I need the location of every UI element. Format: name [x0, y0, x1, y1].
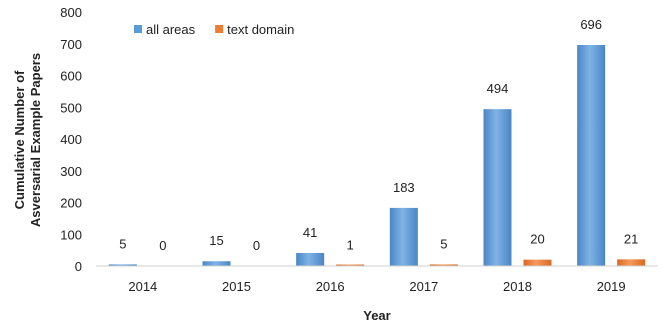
y-tick-label: 100: [60, 227, 82, 242]
bars: [108, 45, 646, 266]
x-tick-label: 2015: [222, 279, 251, 294]
bar-all-areas: [389, 207, 418, 266]
x-tick-label: 2019: [597, 279, 626, 294]
data-label: 20: [530, 232, 544, 247]
y-tick-label: 600: [60, 69, 82, 84]
y-axis-title-line-1: Cumulative Number of: [12, 70, 27, 209]
bar-all-areas: [296, 252, 325, 266]
data-labels: 5 0 15 0 41 1 183 5 494 20 696 21: [119, 17, 638, 253]
x-tick-label: 2017: [409, 279, 438, 294]
y-axis-title-line-2: Asversarial Example Papers: [28, 53, 43, 227]
y-tick-label: 400: [60, 132, 82, 147]
y-tick-label: 800: [60, 5, 82, 20]
data-label: 1: [347, 238, 354, 253]
data-label: 696: [580, 17, 602, 32]
legend-label-text-domain: text domain: [227, 22, 294, 37]
x-axis-tick-labels: 2014 2015 2016 2017 2018 2019: [128, 279, 625, 294]
data-label: 15: [209, 233, 223, 248]
x-tick-label: 2018: [503, 279, 532, 294]
data-label: 5: [119, 236, 126, 251]
data-label: 494: [487, 81, 509, 96]
bar-all-areas: [483, 109, 512, 266]
bar-all-areas: [577, 45, 606, 266]
data-label: 183: [393, 180, 415, 195]
y-axis-tick-labels: 0 100 200 300 400 500 600 700 800: [60, 5, 82, 274]
y-axis-title: Cumulative Number of Asversarial Example…: [12, 53, 43, 227]
bar-all-areas: [108, 264, 137, 266]
y-tick-label: 500: [60, 100, 82, 115]
x-tick-label: 2014: [128, 279, 157, 294]
x-axis-title: Year: [363, 308, 390, 323]
data-label: 41: [303, 225, 317, 240]
bar-text-domain: [429, 264, 458, 266]
data-label: 5: [440, 236, 447, 251]
y-tick-label: 300: [60, 164, 82, 179]
legend: all areas text domain: [134, 22, 294, 37]
data-label: 0: [253, 238, 260, 253]
legend-swatch-all-areas: [134, 25, 142, 33]
bar-text-domain: [523, 259, 552, 266]
bar-text-domain: [617, 259, 646, 266]
y-tick-label: 0: [75, 259, 82, 274]
data-label: 0: [159, 238, 166, 253]
y-tick-label: 700: [60, 37, 82, 52]
bar-text-domain: [336, 264, 365, 266]
x-tick-label: 2016: [316, 279, 345, 294]
data-label: 21: [624, 231, 638, 246]
y-tick-label: 200: [60, 196, 82, 211]
bar-all-areas: [202, 261, 231, 266]
legend-swatch-text-domain: [215, 25, 224, 33]
legend-label-all-areas: all areas: [146, 22, 196, 37]
